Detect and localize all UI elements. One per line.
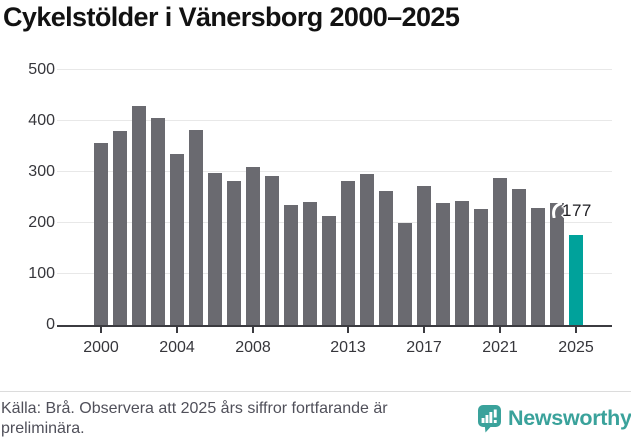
x-tick-2004 [176,327,178,333]
gridline-400 [57,120,612,121]
bar-2000 [94,142,108,325]
bar-2012 [322,215,336,325]
x-tick-label-2000: 2000 [83,339,119,356]
plot-area [57,69,612,325]
y-tick-label-100: 100 [28,265,55,282]
bar-2021 [493,177,507,325]
x-tick-2013 [347,327,349,333]
x-tick-label-2013: 2013 [330,339,366,356]
bar-2008 [246,166,260,325]
chart-title: Cykelstölder i Vänersborg 2000–2025 [3,2,460,32]
x-tick-2025 [575,327,577,333]
x-tick-2008 [252,327,254,333]
x-tick-2017 [423,327,425,333]
bar-2006 [208,173,222,325]
bar-2018 [436,202,450,325]
bar-2007 [227,180,241,325]
bar-2023 [531,207,545,325]
y-tick-label-300: 300 [28,163,55,180]
x-tick-label-2017: 2017 [406,339,442,356]
brand-name: Newsworthy [508,406,631,430]
x-axis-line [57,325,612,327]
bar-2013 [341,180,355,325]
newsworthy-logo: Newsworthy [478,405,631,433]
x-tick-2021 [499,327,501,333]
newsworthy-bubble-chart-icon [478,405,501,433]
bar-2022 [512,188,526,325]
highlight-value-label: 177 [562,201,592,220]
y-tick-label-500: 500 [28,61,55,78]
bar-2014 [360,174,374,325]
bar-2001 [113,130,127,325]
bar-2015 [379,191,393,325]
bar-2003 [151,117,165,325]
bar-2002 [132,105,146,325]
bar-2005 [189,130,203,325]
bar-2020 [474,209,488,325]
x-tick-label-2008: 2008 [235,339,271,356]
x-tick-label-2004: 2004 [159,339,195,356]
bar-2010 [284,205,298,325]
gridline-300 [57,171,612,172]
x-tick-2000 [100,327,102,333]
bar-2017 [417,186,431,325]
bar-2025 [569,234,583,325]
gridline-500 [57,69,612,70]
y-tick-label-0: 0 [46,316,55,333]
bar-2004 [170,153,184,325]
bar-2016 [398,222,412,325]
x-tick-label-2021: 2021 [482,339,518,356]
bar-2019 [455,200,469,325]
footer-divider [0,391,631,392]
bar-2024 [550,203,564,325]
bar-2009 [265,176,279,325]
y-tick-label-200: 200 [28,214,55,231]
x-tick-label-2025: 2025 [558,339,594,356]
y-tick-label-400: 400 [28,112,55,129]
source-note: Källa: Brå. Observera att 2025 års siffr… [1,400,388,437]
value-label-pointer-icon [552,202,562,218]
bar-2011 [303,202,317,325]
